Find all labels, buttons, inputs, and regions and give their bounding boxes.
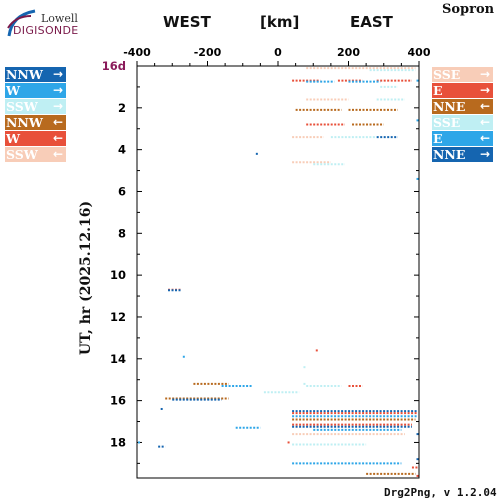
legend-right-item: SSE ← [432, 115, 493, 130]
x-tick-label: 400 [408, 46, 431, 59]
legend-label: E [433, 83, 443, 98]
footer-version: Drg2Png, v 1.2.04 [384, 486, 497, 499]
legend-label: SSE [433, 67, 461, 82]
legend-left-item: W → [5, 83, 66, 98]
legend-label: SSW [6, 99, 38, 114]
station-name: Sopron [442, 2, 495, 17]
legend-left-item: W ← [5, 131, 66, 146]
header-west: WEST [163, 13, 211, 31]
legend-right-item: E ← [432, 131, 493, 146]
header-east: EAST [350, 13, 393, 31]
arrow-left-icon: ← [479, 99, 490, 113]
echo-point [416, 458, 419, 461]
legend-right-item: SSE → [432, 67, 493, 82]
legend-left-item: SSW ← [5, 147, 66, 162]
legend-label: NNW [6, 67, 43, 82]
echo-point [416, 177, 419, 180]
echo-point [255, 152, 258, 155]
arrow-left-icon: ← [479, 115, 490, 129]
echo-point [303, 382, 306, 385]
x-tick-label: 0 [274, 46, 282, 59]
arrow-right-icon: → [52, 83, 63, 97]
legend-left-item: SSW → [5, 99, 66, 114]
arrow-right-icon: → [479, 83, 490, 97]
echo-point [416, 79, 419, 82]
y-tick-label: 14 [110, 352, 126, 366]
arrow-right-icon: → [52, 99, 63, 113]
logo-digisonde-text: DIGISONDE [13, 24, 79, 37]
x-tick-label: -400 [123, 46, 151, 59]
legend-label: W [6, 131, 21, 146]
header-unit: [km] [260, 13, 300, 31]
arrow-left-icon: ← [52, 131, 63, 145]
legend-label: NNE [433, 147, 466, 162]
arrow-right-icon: → [479, 67, 490, 81]
arrow-left-icon: ← [52, 147, 63, 161]
legend-left-item: NNW → [5, 67, 66, 82]
y-tick-label: 12 [110, 310, 126, 324]
legend-right-item: NNE → [432, 147, 493, 162]
y-tick-label: 16d [102, 59, 126, 73]
echo-point [416, 119, 419, 122]
arrow-left-icon: ← [479, 131, 490, 145]
legend-left-item: NNW ← [5, 115, 66, 130]
logo-lowell-text: Lowell [41, 12, 78, 25]
echo-point [416, 433, 419, 436]
legend-right-item: NNE ← [432, 99, 493, 114]
logo-swoosh-icon [7, 9, 36, 37]
legend-label: NNE [433, 99, 466, 114]
arrow-right-icon: → [479, 147, 490, 161]
echo-point [287, 441, 290, 444]
legend-label: NNW [6, 115, 43, 130]
y-tick-label: 6 [118, 184, 126, 198]
legend-right-item: E → [432, 83, 493, 98]
y-tick-label: 2 [118, 101, 126, 115]
x-tick-label: 200 [337, 46, 360, 59]
y-tick-label: 10 [110, 268, 126, 282]
echo-point [160, 407, 163, 410]
arrow-left-icon: ← [52, 115, 63, 129]
echo-point [315, 349, 318, 352]
echo-point [303, 366, 306, 369]
legend-label: W [6, 83, 21, 98]
arrow-right-icon: → [52, 67, 63, 81]
y-tick-label: 4 [118, 143, 126, 157]
legend-label: SSW [6, 147, 38, 162]
y-tick-label: 8 [118, 226, 126, 240]
legend-label: SSE [433, 115, 461, 130]
x-tick-label: -200 [194, 46, 222, 59]
echo-point [416, 474, 419, 477]
y-tick-label: 16 [110, 394, 126, 408]
legend-label: E [433, 131, 443, 146]
y-tick-label: 18 [110, 435, 126, 449]
